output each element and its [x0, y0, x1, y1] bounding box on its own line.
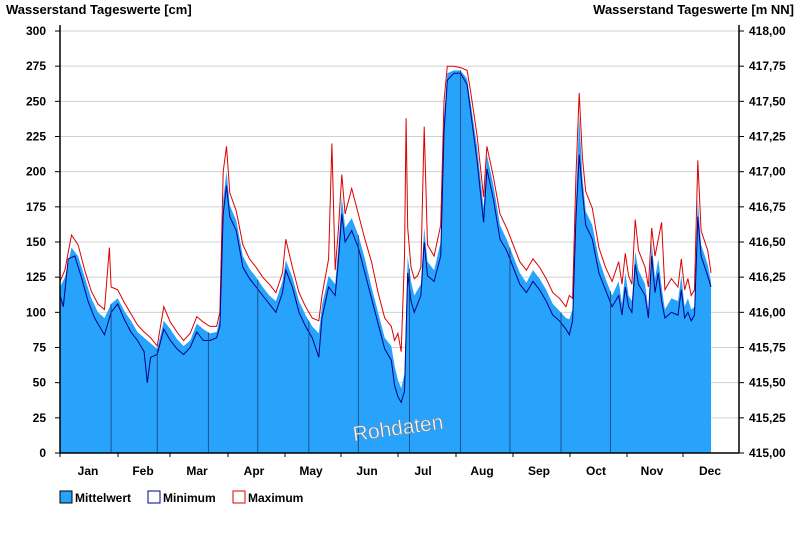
right-tick-label: 417,00	[749, 165, 786, 179]
right-tick-label: 415,75	[749, 341, 786, 355]
right-tick-label: 415,50	[749, 376, 786, 390]
month-label: Jan	[78, 464, 99, 478]
right-tick-label: 417,75	[749, 59, 786, 73]
right-tick-label: 417,25	[749, 130, 786, 144]
month-label: Mar	[186, 464, 208, 478]
legend-item-max: Maximum	[232, 490, 303, 505]
right-tick-labels: 415,00 415,25 415,50 415,75 416,00 416,25 416,…	[749, 24, 786, 460]
left-tick-label: 150	[26, 235, 46, 249]
right-tick-label: 415,00	[749, 446, 786, 460]
month-label: Nov	[641, 464, 664, 478]
left-tick-label: 50	[33, 376, 47, 390]
legend: Mittelwert Minimum Maximum	[59, 490, 303, 505]
right-tick-label: 415,25	[749, 411, 786, 425]
left-tick-label: 300	[26, 24, 46, 38]
left-tick-label: 125	[26, 270, 46, 284]
left-tick-label: 225	[26, 130, 46, 144]
month-label: Sep	[528, 464, 550, 478]
month-label: May	[299, 464, 323, 478]
left-tick-label: 25	[33, 411, 47, 425]
legend-item-min: Minimum	[147, 490, 216, 505]
month-label: Dec	[699, 464, 721, 478]
left-tick-label: 275	[26, 59, 46, 73]
left-tick-label: 0	[39, 446, 46, 460]
left-tick-label: 250	[26, 94, 46, 108]
legend-swatch	[147, 490, 161, 504]
legend-label: Maximum	[248, 491, 303, 505]
legend-label: Minimum	[163, 491, 216, 505]
right-tick-label: 416,75	[749, 200, 786, 214]
month-label: Feb	[132, 464, 153, 478]
month-separators	[110, 70, 611, 453]
data-area	[59, 65, 712, 454]
left-tick-label: 100	[26, 305, 46, 319]
legend-label: Mittelwert	[75, 491, 131, 505]
series-maximum-line	[59, 65, 712, 352]
left-axis-title: Wasserstand Tageswerte [cm]	[6, 2, 192, 17]
left-tick-label: 175	[26, 200, 46, 214]
legend-item-mean: Mittelwert	[59, 490, 131, 505]
axes	[55, 25, 744, 457]
month-label: Aug	[470, 464, 493, 478]
left-tick-labels: 0 25 50 75 100 125 150 175 200 225 250 275 300	[26, 24, 46, 460]
right-tick-label: 418,00	[749, 24, 786, 38]
right-axis-title: Wasserstand Tageswerte [m NN]	[593, 2, 794, 17]
month-labels: Jan Feb Mar Apr May Jun Jul Aug Sep Oct Nov Dec	[78, 464, 722, 478]
month-label: Jun	[356, 464, 377, 478]
series-mittelwert-area	[60, 70, 711, 454]
right-tick-label: 417,50	[749, 94, 786, 108]
legend-swatch	[59, 490, 73, 504]
right-tick-label: 416,50	[749, 235, 786, 249]
left-tick-label: 75	[33, 341, 47, 355]
series-minimum-line	[59, 72, 712, 404]
left-tick-label: 200	[26, 165, 46, 179]
legend-swatch	[232, 490, 246, 504]
right-tick-label: 416,00	[749, 305, 786, 319]
month-label: Apr	[244, 464, 265, 478]
right-tick-label: 416,25	[749, 270, 786, 284]
month-label: Jul	[414, 464, 431, 478]
month-label: Oct	[586, 464, 606, 478]
